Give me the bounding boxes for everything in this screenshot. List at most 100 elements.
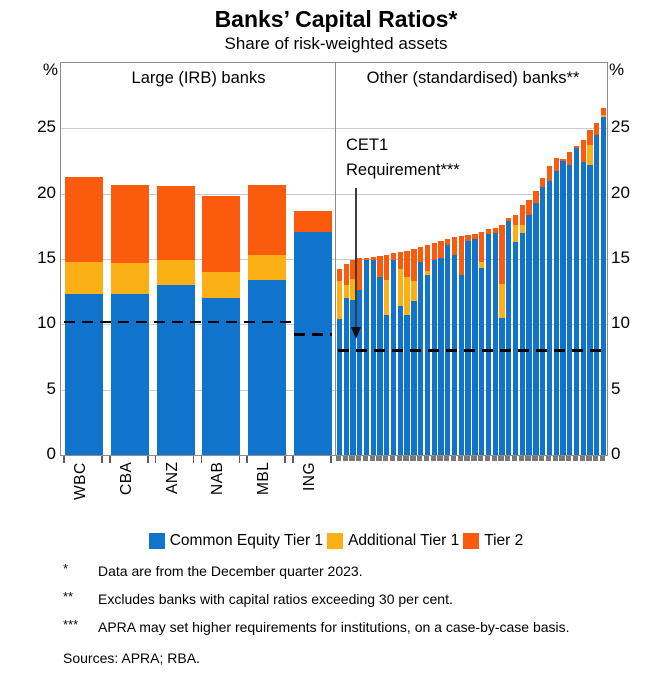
gridline-5 <box>61 389 607 391</box>
bar-other-2-seg0 <box>343 298 349 455</box>
cet1-requirement-line-right <box>338 349 605 352</box>
bar-other-3-seg2 <box>350 260 356 279</box>
bar-other-24-seg2 <box>492 227 498 233</box>
bar-other-39-seg2 <box>594 123 600 135</box>
x-tick-other-24 <box>491 456 497 461</box>
bar-other-23-seg0 <box>485 234 492 455</box>
bar-other-25-seg2 <box>499 225 505 285</box>
y-axis-label-right-10: 10 <box>611 313 630 333</box>
x-tick-ING-0 <box>292 456 294 463</box>
bar-other-36-seg2 <box>573 145 580 148</box>
bar-CBA-seg2 <box>110 184 149 263</box>
y-axis-label-right-15: 15 <box>611 248 630 267</box>
footnote-3: *** APRA may set higher requirements for… <box>63 617 623 637</box>
y-axis-unit-right: % <box>609 60 625 79</box>
x-tick-other-31 <box>538 456 545 461</box>
bar-NAB-seg0 <box>202 298 241 455</box>
x-tick-CBA-0 <box>108 456 111 463</box>
bar-other-19-seg2 <box>458 236 464 275</box>
chart-subtitle: Share of risk-weighted assets <box>224 34 448 53</box>
gridline-20 <box>61 193 607 195</box>
y-axis-label-right-0: 0 <box>611 444 621 463</box>
bar-other-4-seg0 <box>357 289 363 455</box>
x-tick-other-23 <box>484 456 491 461</box>
x-tick-other-34 <box>559 456 565 461</box>
x-tick-other-25 <box>498 456 504 461</box>
bar-ING-seg2 <box>294 210 333 232</box>
x-axis-label-CBA: CBA <box>117 462 135 496</box>
bar-other-22-seg2 <box>479 231 485 262</box>
chart-title: Banks’ Capital Ratios* <box>214 6 458 32</box>
bar-other-12-seg1 <box>411 281 417 302</box>
bar-CBA-seg0 <box>110 294 149 455</box>
bar-MBL-seg2 <box>248 184 287 256</box>
bar-other-18-seg0 <box>451 255 458 455</box>
x-tick-other-14 <box>423 456 430 461</box>
bar-WBC-seg1 <box>64 261 103 295</box>
x-tick-other-27 <box>511 456 518 461</box>
bar-WBC-seg2 <box>64 176 103 262</box>
bar-WBC-seg0 <box>64 294 103 455</box>
x-tick-other-37 <box>579 456 585 461</box>
x-tick-ANZ-1 <box>192 456 195 463</box>
bar-other-23-seg2 <box>485 228 492 235</box>
bar-other-17-seg2 <box>445 238 451 245</box>
bar-other-35-seg2 <box>567 151 573 165</box>
x-tick-other-30 <box>532 456 538 461</box>
bar-other-32-seg2 <box>546 166 553 181</box>
x-tick-other-18 <box>450 456 457 461</box>
bar-NAB-seg2 <box>202 196 241 273</box>
bar-other-10-seg1 <box>397 269 403 307</box>
cet1-requirement-line-left-0 <box>64 320 291 324</box>
bar-other-13-seg0 <box>418 261 424 455</box>
annotation-line-1: CET1 <box>346 136 389 154</box>
bar-other-20-seg0 <box>465 240 471 455</box>
bar-other-1-seg1 <box>336 281 343 320</box>
plot-area: Large (IRB) banks Other (standardised) b… <box>60 62 608 456</box>
x-tick-other-21 <box>471 456 477 461</box>
bar-other-2-seg1 <box>343 285 349 299</box>
bar-ING-seg0 <box>294 231 333 455</box>
x-tick-NAB-1 <box>238 456 241 463</box>
bar-ANZ-seg1 <box>156 260 195 286</box>
x-tick-other-28 <box>518 456 524 461</box>
bar-other-6-seg0 <box>370 260 376 455</box>
x-tick-other-29 <box>525 456 531 461</box>
x-tick-NAB-0 <box>200 456 203 463</box>
x-tick-other-13 <box>417 456 423 461</box>
x-tick-other-10 <box>396 456 402 461</box>
bar-other-5-seg0 <box>363 259 370 455</box>
gridline-10 <box>61 324 607 326</box>
panel-title-other-standardised-banks: Other (standardised) banks** <box>366 69 580 87</box>
bar-other-11-seg2 <box>404 251 410 278</box>
bar-other-16-seg2 <box>438 240 444 258</box>
bar-other-14-seg0 <box>424 274 431 455</box>
bar-MBL-seg1 <box>248 255 287 280</box>
x-tick-other-2 <box>342 456 348 461</box>
x-tick-other-8 <box>383 456 389 461</box>
bar-other-31-seg2 <box>539 177 546 188</box>
bar-other-39-seg0 <box>594 134 600 455</box>
y-axis-label-right-5: 5 <box>611 378 621 398</box>
bar-CBA-seg1 <box>110 262 149 295</box>
bar-other-11-seg0 <box>404 315 410 455</box>
footnotes: * Data are from the December quarter 202… <box>63 561 623 646</box>
bar-NAB-seg1 <box>202 272 241 299</box>
bar-other-22-seg0 <box>479 268 485 455</box>
x-tick-WBC-1 <box>101 456 103 463</box>
bar-other-40-seg0 <box>600 116 607 455</box>
x-tick-other-38 <box>586 456 592 461</box>
x-tick-other-16 <box>437 456 443 461</box>
panel-title-large-irb-banks: Large (IRB) banks <box>131 69 266 87</box>
footnote-2-marker: ** <box>63 589 74 604</box>
bar-other-37-seg0 <box>580 162 586 455</box>
bar-ANZ-seg2 <box>156 185 195 261</box>
x-tick-other-9 <box>389 456 396 461</box>
bar-other-27-seg2 <box>512 214 519 226</box>
bar-other-28-seg0 <box>519 232 525 455</box>
bar-other-28-seg1 <box>519 225 525 233</box>
bar-other-38-seg1 <box>587 144 593 165</box>
panel-divider <box>334 63 337 455</box>
bar-ANZ-seg0 <box>156 285 195 455</box>
footnote-1: * Data are from the December quarter 202… <box>63 561 623 581</box>
